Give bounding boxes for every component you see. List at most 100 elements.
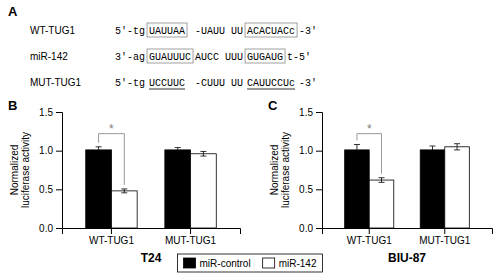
x-tick-mark [190,228,191,234]
site-box [245,23,297,37]
y-axis: 0.0 0.5 1.0 1.5 [39,107,62,234]
bar [111,191,137,228]
error-bar [96,147,102,153]
error-cap [175,147,181,148]
error-cap [96,146,102,147]
error-cap [354,155,360,156]
x-tick-label: WT-TUG1 [347,235,392,246]
error-line [98,147,99,153]
legend-swatch [263,258,275,268]
sequence-segment: UCCUUC [149,78,185,89]
x-tick-label: MUT-TUG1 [165,235,217,246]
y-tick-label: 0.5 [299,184,313,195]
error-bar [430,146,436,154]
bar [445,147,470,228]
y-tick: 0.5 [39,184,62,195]
sequence-segment: -3' [299,26,317,37]
y-tick-label: 1.0 [299,145,313,156]
x-tick-label: WT-TUG1 [89,235,134,246]
significance-star: * [367,122,372,136]
bracket-leg [356,134,357,141]
error-line [203,151,204,156]
error-bar [121,189,127,193]
bar-panel: 0.0 0.5 1.0 1.5 WT-TUG1 MUT-TUG1 Normalizedluc… [268,98,493,265]
sequence-name: miR-142 [30,51,68,62]
bar [369,180,394,228]
legend-item: miR-control [184,258,251,269]
sequence-segment: GUGAUG [247,52,283,63]
error-line [124,189,125,193]
error-line [457,144,458,150]
sequence-segment: 5'-tg [115,78,145,89]
y-tick-label: 1.5 [299,107,313,118]
y-tick: 0.0 [299,223,322,234]
legend-label: miR-control [200,258,251,269]
sequence-name: WT-TUG1 [30,25,75,36]
sequence-segment: CAUUCCUc [247,78,295,89]
significance-bracket [357,134,382,174]
error-line [177,148,178,153]
site-underline [149,89,185,90]
sequence-segment: UAUUAA [149,26,185,37]
y-tick: 0.5 [299,184,322,195]
panel-label: A [8,4,18,19]
y-tick-mark [56,151,62,152]
y-tick-label: 0.5 [39,184,53,195]
panel-a: AWT-TUG15'-tgUAUUAA -UAUU UUACACUACc-3'm… [8,4,317,89]
sequence-segment: -UAUU UU [189,26,243,37]
x-axis: WT-TUG1 MUT-TUG1 [63,228,241,246]
significance-bracket [99,134,125,185]
y-tick-mark [316,189,322,190]
site-underline [247,89,295,90]
x-tick-mark [444,228,445,234]
error-cap [200,151,206,152]
x-axis-line [323,229,493,235]
y-tick-mark [56,112,62,113]
error-cap [200,156,206,157]
error-bar [175,148,181,153]
sequence-name: MUT-TUG1 [30,77,82,88]
sequence-segment: 5'-tg [115,26,145,37]
x-tick-mark [111,228,112,234]
significance-star: * [109,122,114,136]
y-axis-line [56,113,63,229]
y-axis: 0.0 0.5 1.0 1.5 [299,107,322,234]
y-axis-line [316,113,323,229]
y-tick-label: 0.0 [39,223,53,234]
error-bar [200,151,206,156]
panel-label: B [8,98,17,113]
error-line [356,144,357,155]
x-tick-mark [369,228,370,234]
error-cap [430,153,436,154]
error-cap [379,182,385,183]
x-tick: MUT-TUG1 [419,228,471,246]
error-cap [175,152,181,153]
y-axis-title: Normalizedluciferase activity [269,132,291,208]
error-cap [454,143,460,144]
x-tick-label: MUT-TUG1 [419,235,471,246]
site-box [245,49,285,63]
y-tick-label: 1.5 [39,107,53,118]
x-tick: WT-TUG1 [89,228,134,246]
error-cap [354,144,360,145]
y-tick-mark [56,189,62,190]
y-tick-label: 0.0 [299,223,313,234]
x-tick: MUT-TUG1 [165,228,217,246]
site-box [147,49,193,63]
bar [191,154,217,228]
y-tick-mark [316,228,322,229]
y-tick-mark [316,112,322,113]
bar [86,150,112,228]
bracket-leg [381,134,382,174]
error-line [381,178,382,183]
x-axis-title: T24 [141,251,162,265]
y-tick-label: 1.0 [39,145,53,156]
sequence-segment: -3' [299,78,317,89]
legend: miR-control miR-142 [178,254,323,272]
error-line [432,146,433,154]
bar [165,150,191,228]
y-tick: 1.5 [299,107,322,118]
bar [345,150,370,228]
legend-item: miR-142 [263,258,317,269]
legend-label: miR-142 [279,258,317,269]
